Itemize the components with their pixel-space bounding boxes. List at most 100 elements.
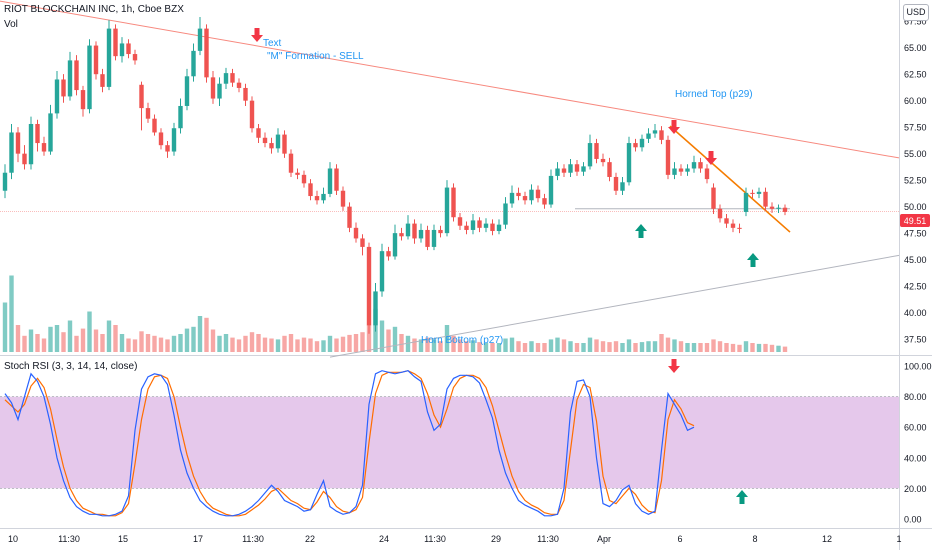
volume-bar [249,332,255,352]
time-axis-tick: 24 [379,534,389,544]
candle-body [399,233,404,237]
candle-body [711,187,716,209]
annotation-horn-bottom: Horn Bottom (p27) [421,335,503,346]
candle-body [379,251,385,292]
volume-bar [67,320,73,352]
candle-body [555,168,560,176]
volume-bar [100,334,105,352]
volume-bar [80,328,86,352]
volume-bar [639,342,645,352]
time-axis-tick: 29 [491,534,501,544]
candle-body [126,43,131,55]
candle-body [769,206,775,209]
candle-body [594,143,599,159]
time-axis-tick: 8 [752,534,757,544]
candle-body [633,143,638,148]
volume-bar [477,342,482,352]
buy-arrow-bounce-shaft [750,260,756,267]
candle-body [262,137,268,144]
sell-arrow-m-top-head [251,35,263,42]
volume-bar [334,338,339,352]
candle-body [678,168,684,172]
currency-button[interactable]: USD [903,4,929,21]
candle-body [568,164,573,173]
candle-body [542,198,547,205]
candle-body [490,223,495,232]
volume-bar [54,325,60,352]
volume-bar [600,341,606,352]
volume-bar [41,338,47,352]
volume-bar [399,334,404,352]
volume-bar [61,332,66,352]
candle-body [61,79,66,97]
candle-body [314,196,320,201]
time-axis-tick: 22 [305,534,315,544]
annotation-m-formation: "M" Formation - SELL [267,51,364,62]
stoch-rsi-axis-tick: 20.00 [904,484,927,494]
time-axis: 10 11:30 15 17 11:30 22 24 11:30 29 11:30 Apr 6 8 12 1 [8,534,902,544]
volume-bar [470,340,476,352]
price-axis-tick: 67.50 [904,17,927,27]
candle-body [28,123,34,165]
volume-bar [698,343,703,352]
time-axis-tick: 11:30 [242,534,264,544]
volume-bar [724,343,729,352]
volume-bar [223,334,229,352]
volume-bar [22,335,27,352]
volume-bar [659,334,664,352]
volume-bar [548,339,554,352]
stoch-rsi-axis-tick: 100.00 [904,362,932,372]
volume-bar [587,337,593,352]
candle-body [574,164,580,172]
descending-resistance-line [0,0,900,159]
candle-body [431,229,437,247]
volume-bar [256,334,261,352]
volume-bar [763,343,768,352]
candle-body [210,77,216,99]
candle-body [659,130,664,140]
volume-bar [288,334,294,352]
annotation-horned-top: Horned Top (p29) [675,89,753,100]
candle-body [145,108,151,119]
candle-body [451,187,456,218]
candle-body [516,192,521,197]
candle-body [483,223,489,228]
volume-bar [574,343,580,352]
candle-body [132,54,138,61]
candle-body [2,172,8,191]
candle-body [750,192,755,194]
buy-arrow-neckline [635,224,647,238]
candle-body [243,87,248,101]
candle-body [685,168,690,172]
volume-bar [503,338,508,352]
candle-body [165,145,170,152]
volume-bar [269,338,274,352]
candle-body [522,196,528,201]
candle-body [106,28,112,87]
volume-bar [490,343,495,352]
volume-bar [321,340,326,352]
sell-arrow-m-top-shaft [254,28,260,35]
candle-body [204,28,209,78]
candle-body [503,203,508,225]
volume-bar [652,341,658,352]
time-axis-tick: 17 [193,534,203,544]
volume-bar [28,329,34,352]
candle-body [74,60,79,91]
volume-bar [158,337,164,352]
candle-body [340,190,346,207]
volume-bar [626,339,632,352]
volume-bar [360,332,365,352]
volume-bar [613,341,619,352]
volume-bar [535,343,541,352]
candle-body [35,123,40,144]
candle-body [171,128,177,152]
last-price-badge: 49.51 [900,214,930,227]
sell-arrow-stoch-overbought-head [668,366,680,373]
candle-body [197,28,203,51]
candle-body [405,223,411,237]
candle-body [418,229,424,239]
volume-bar [418,339,424,352]
candle-body [119,43,125,57]
